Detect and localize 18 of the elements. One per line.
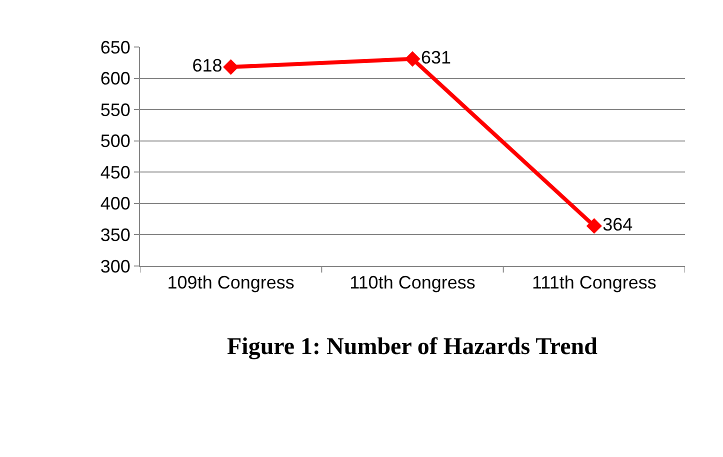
- data-label: 618: [192, 56, 222, 76]
- y-tick-label: 300: [100, 256, 130, 276]
- x-tick-label: 109th Congress: [167, 272, 294, 293]
- data-label: 364: [602, 214, 633, 234]
- point: [404, 51, 420, 67]
- y-tick-label: 350: [100, 225, 130, 246]
- y-tick-label: 500: [100, 131, 130, 152]
- point: [223, 59, 239, 75]
- y-tick-label: 400: [100, 194, 130, 214]
- y-tick-label: 600: [100, 68, 130, 89]
- y-tick-label: 550: [100, 100, 130, 120]
- y-tick-label: 650: [100, 37, 130, 58]
- x-tick-label: 110th Congress: [350, 272, 476, 293]
- text: Figure 1: Number of Hazards Trend: [227, 334, 598, 360]
- y-tick-label: 450: [100, 162, 130, 182]
- data-label: 631: [421, 47, 452, 68]
- x-tick-label: 111th Congress: [532, 272, 656, 293]
- point: [586, 218, 602, 234]
